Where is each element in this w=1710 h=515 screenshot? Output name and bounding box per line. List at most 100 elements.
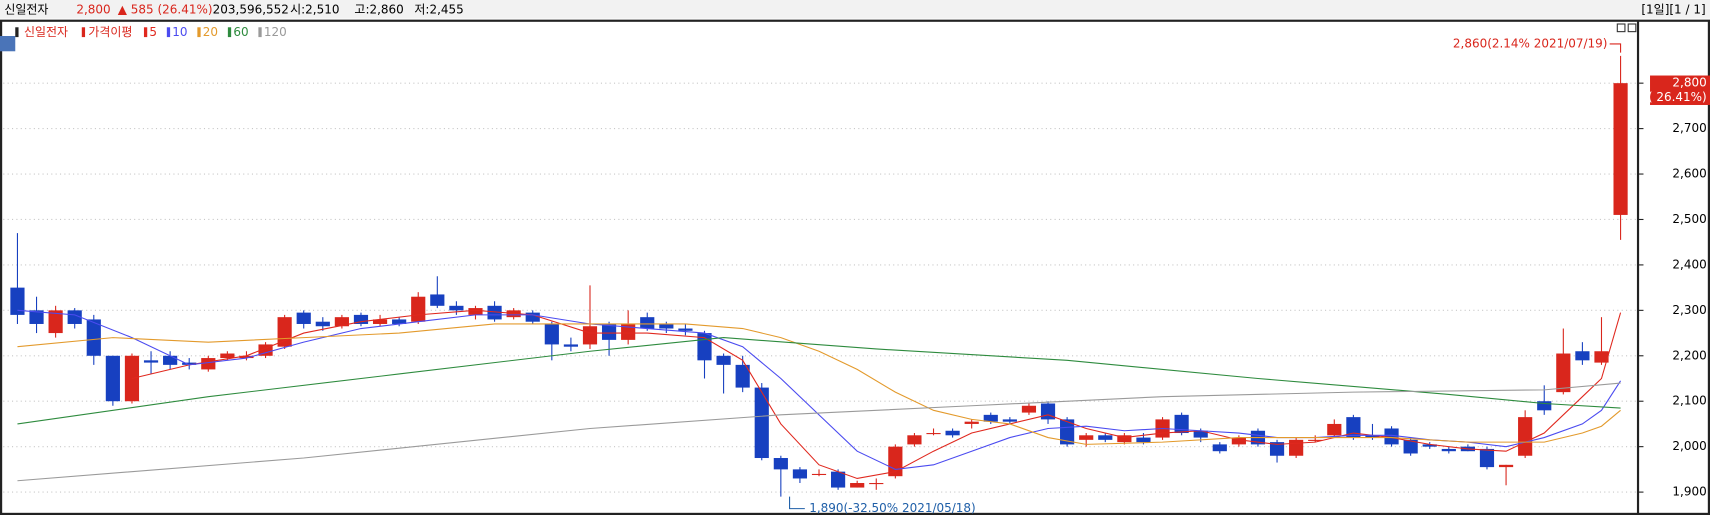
y-tick-label: 2,600 (1672, 167, 1706, 181)
candle-body (1575, 351, 1590, 361)
candle-body (735, 364, 750, 388)
candle-body (773, 458, 788, 470)
price-tag-label: 2,800 (1672, 76, 1706, 90)
candle-body (1479, 448, 1495, 468)
candle-body (239, 355, 254, 359)
side-button[interactable] (0, 36, 16, 52)
price-tag-change: ( 26.41%) (1648, 90, 1707, 104)
candle-body (449, 305, 464, 311)
ma-line (131, 309, 1622, 480)
candle-body (1403, 439, 1418, 454)
y-tick-label: 2,000 (1672, 439, 1706, 453)
legend-swatch (227, 27, 232, 38)
legend-entry: 5 (149, 25, 157, 39)
candle-body (640, 317, 655, 329)
legend-swatch (81, 27, 86, 38)
candle-body (182, 362, 197, 365)
legend-entry: 10 (172, 25, 187, 39)
candle-body (48, 310, 63, 334)
legend-ma: 가격이평 (88, 25, 132, 39)
candle-body (945, 430, 960, 436)
candle-body (430, 294, 445, 306)
y-tick-label: 2,300 (1672, 303, 1706, 317)
y-tick-label: 2,500 (1672, 212, 1706, 226)
candle-body (544, 323, 559, 345)
candle-body (1346, 417, 1361, 438)
low-arrow (789, 496, 805, 510)
candle-body (10, 287, 25, 315)
candle-body (1212, 444, 1227, 452)
ma-line (17, 337, 1621, 425)
period[interactable]: [1일][1 / 1] (1641, 2, 1705, 16)
candle-body (1231, 437, 1246, 445)
candle-body (163, 355, 178, 365)
ma-line (17, 382, 1621, 482)
win-button[interactable] (1627, 23, 1637, 33)
candle-body (105, 355, 120, 402)
candle-body (754, 387, 769, 459)
candle-body (1021, 405, 1037, 413)
candle-body (392, 319, 407, 324)
low: 저:2,455 (414, 2, 463, 16)
candle-body (1594, 351, 1609, 363)
candle-body (334, 317, 349, 327)
candle-body (1193, 430, 1208, 438)
legend-entry: 120 (264, 25, 287, 39)
legend-swatch (258, 27, 262, 38)
candle-body (1422, 444, 1437, 447)
candle-body (487, 305, 502, 320)
candle-body (372, 319, 388, 324)
legend-swatch (15, 27, 19, 38)
candle-body (1079, 435, 1094, 440)
legend-swatch (143, 27, 148, 38)
candle-body (1098, 435, 1113, 440)
open: 시:2,510 (290, 2, 339, 16)
candle-body (1308, 439, 1323, 441)
legend-swatch (197, 27, 201, 38)
candle-body (831, 471, 846, 488)
candle-body (143, 360, 159, 363)
low-annotation: 1,890(-32.50% 2021/05/18) (809, 501, 976, 515)
candle-body (29, 310, 44, 324)
candle-body (1174, 414, 1189, 434)
candle-body (563, 344, 578, 347)
candle-body (907, 435, 922, 445)
high-arrow (1609, 43, 1622, 53)
candle-body (1269, 442, 1285, 456)
candle-body (525, 312, 540, 322)
candle-body (1537, 401, 1552, 411)
candle-body (353, 314, 369, 324)
y-tick-label: 2,400 (1672, 257, 1706, 271)
legend-entry: 60 (233, 25, 248, 39)
candle-body (468, 308, 483, 315)
candle-body (811, 473, 827, 476)
candle-body (1117, 435, 1132, 443)
candle-body (1365, 435, 1380, 438)
candle-body (582, 326, 598, 345)
ma-line (17, 309, 1622, 470)
candle-body (1441, 448, 1456, 452)
price: 2,800 (76, 2, 110, 16)
candle-body (1613, 83, 1628, 215)
y-tick-label: 2,200 (1672, 348, 1706, 362)
price-tag (1650, 75, 1710, 105)
candle-body (296, 312, 311, 324)
win-button[interactable] (1616, 23, 1626, 33)
candle-body (258, 344, 273, 356)
candle-body (1289, 439, 1304, 456)
candle-body (315, 321, 330, 327)
candle-body (678, 328, 693, 331)
y-tick-label: 2,100 (1672, 394, 1706, 408)
candle-body (1384, 428, 1399, 445)
candle-body (926, 433, 941, 435)
legend-stock: 신일전자 (24, 25, 68, 39)
candle-body (983, 414, 998, 422)
change: ▲ 585 (26.41%) (118, 2, 213, 16)
legend-entry: 20 (203, 25, 218, 39)
candle-body (1327, 423, 1342, 436)
candle-body (659, 323, 674, 329)
header-bar (0, 0, 1710, 19)
candle-body (1518, 417, 1533, 456)
y-tick-label: 1,900 (1672, 485, 1706, 499)
